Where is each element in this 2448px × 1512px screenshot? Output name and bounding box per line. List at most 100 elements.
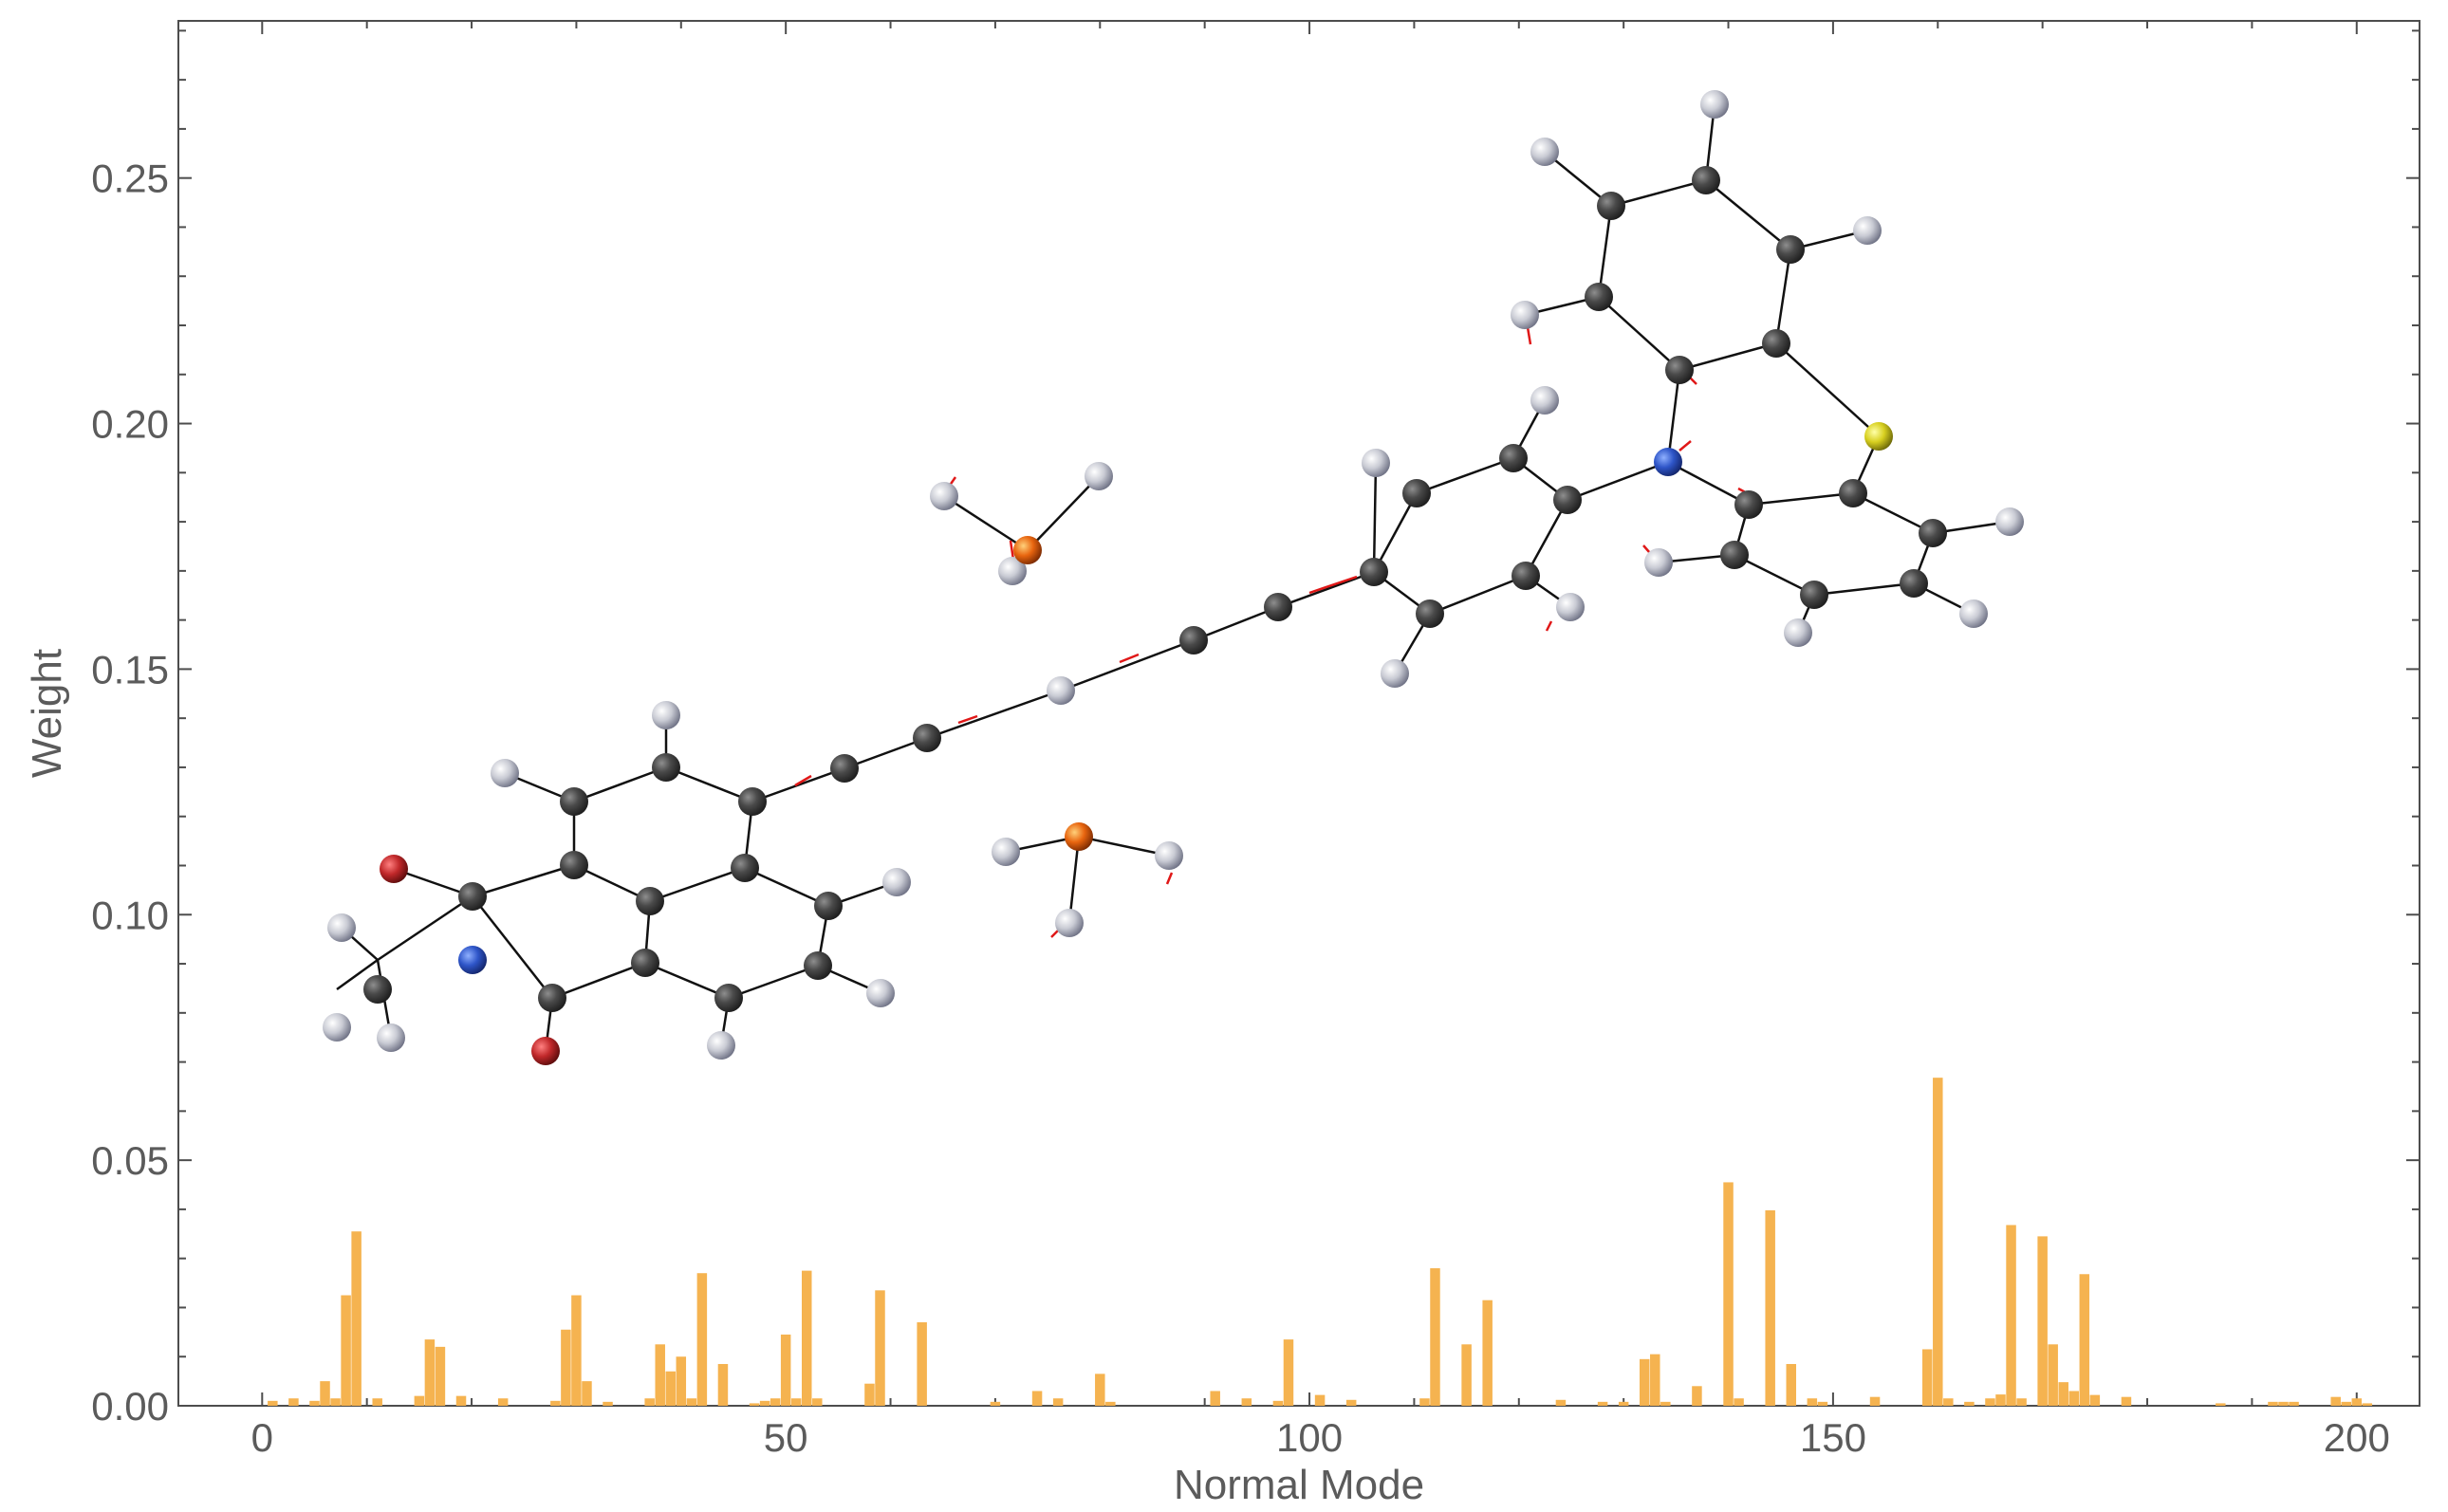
bar [288,1398,299,1406]
y-tick-label: 0.20 [91,402,169,447]
bar [1241,1398,1252,1406]
bar [1786,1363,1796,1406]
bar [1734,1398,1744,1406]
bar [2058,1382,2068,1406]
x-tick-label: 100 [1276,1415,1343,1460]
bar [1597,1401,1608,1406]
bar [1210,1391,1220,1406]
bars [268,1078,2373,1406]
bar [550,1400,561,1406]
bar [2341,1401,2351,1406]
bar [268,1400,278,1406]
bar [1031,1391,1043,1406]
bar [1345,1399,1357,1406]
axis-ticks [178,21,2420,1407]
bar [424,1339,436,1406]
bar [780,1334,791,1406]
bar [1933,1078,1943,1406]
bar [875,1290,885,1406]
displacement-arrows [794,326,1752,938]
bar [455,1395,467,1406]
y-tick-label: 0.05 [91,1138,169,1183]
bar [1105,1401,1116,1406]
bar [309,1400,320,1406]
y-tick-labels: 0.00 0.05 0.10 0.15 0.20 0.25 [91,157,169,1429]
bar [1639,1358,1650,1406]
bar [1052,1398,1064,1406]
bar [749,1403,760,1406]
bar [330,1398,341,1406]
bar [990,1401,1001,1406]
bar [2037,1236,2048,1406]
bar [717,1363,729,1406]
bar [1430,1268,1440,1406]
bar [644,1398,655,1406]
bar [802,1270,812,1406]
bar [770,1398,781,1406]
bar [571,1295,582,1406]
x-tick-labels: 0 50 100 150 200 [251,1415,2390,1460]
bar [1765,1209,1775,1406]
bar [2351,1398,2363,1406]
bar [1650,1354,1660,1406]
plot-frame [177,20,2420,1407]
bar [561,1329,571,1406]
bar [759,1400,770,1406]
bar [2362,1403,2373,1406]
bar [1461,1344,1472,1406]
y-tick-label: 0.15 [91,647,169,691]
bar [1314,1394,1326,1406]
x-axis-title: Normal Mode [1174,1462,1424,1508]
bar [790,1398,802,1406]
bar [1283,1339,1294,1406]
bar [603,1401,613,1406]
bar [414,1395,425,1406]
bar [2089,1394,2101,1406]
y-tick-label: 0.00 [91,1384,169,1429]
bar [1095,1374,1105,1406]
x-tick-label: 150 [1800,1415,1866,1460]
bar [1985,1398,1995,1406]
x-tick-label: 200 [2324,1415,2390,1460]
bar [2016,1398,2027,1406]
bar [582,1381,592,1406]
bar [864,1383,875,1406]
bar [497,1398,509,1406]
bar [812,1398,823,1406]
bar [655,1344,665,1406]
bar [917,1321,927,1406]
bar [1419,1398,1430,1406]
molecule-atoms [323,90,2024,1065]
bar [1995,1394,2006,1406]
bar [2006,1225,2016,1406]
bar [2121,1396,2132,1406]
bar [1807,1398,1818,1406]
bar [2216,1403,2226,1406]
bar [1660,1401,1671,1406]
bar [2079,1274,2090,1406]
bar [2048,1344,2058,1406]
molecule-structure-icon [323,90,2024,1065]
bar [1692,1386,1702,1406]
bar [435,1346,446,1406]
bar [372,1398,382,1406]
bar [351,1231,362,1406]
y-tick-label: 0.25 [91,157,169,201]
x-tick-label: 50 [764,1415,808,1460]
bar [1482,1300,1493,1406]
bar [2068,1391,2080,1406]
y-axis-title: Weight [24,649,70,778]
bar [2278,1401,2289,1406]
bar [341,1295,351,1406]
bar [1869,1396,1881,1406]
bar [1817,1401,1828,1406]
bar [686,1398,697,1406]
molecule-bonds [336,103,2011,1052]
bar [2330,1396,2341,1406]
bar [1964,1401,1975,1406]
bar [1943,1398,1954,1406]
bar [1272,1400,1284,1406]
bar [665,1371,676,1406]
bar [1922,1349,1933,1406]
